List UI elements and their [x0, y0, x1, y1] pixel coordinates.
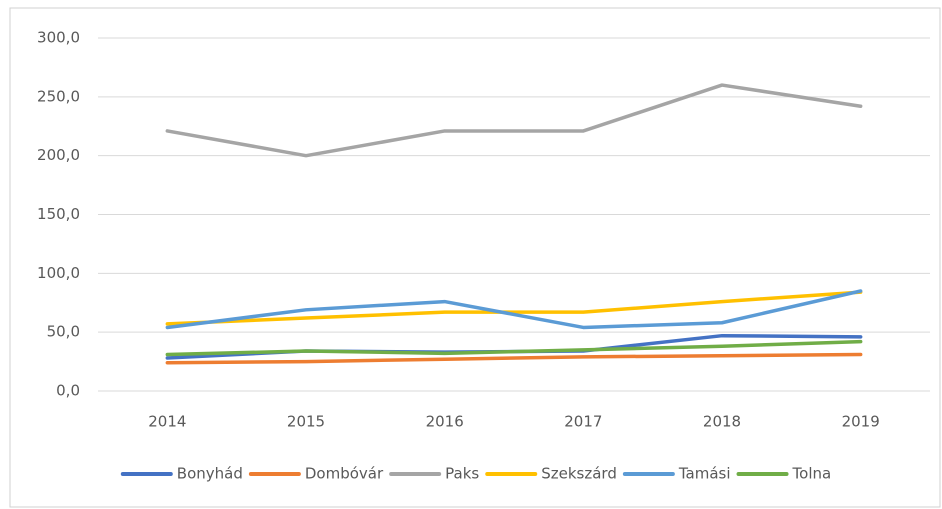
y-tick-label: 200,0 — [37, 146, 80, 164]
x-tick-label: 2018 — [703, 413, 741, 431]
y-tick-label: 50,0 — [47, 323, 80, 341]
x-tick-label: 2017 — [564, 413, 602, 431]
series-line — [165, 352, 863, 365]
y-tick-label: 300,0 — [37, 29, 80, 47]
series-line — [165, 289, 863, 330]
legend-label: Tamási — [678, 465, 731, 483]
chart-border — [9, 7, 941, 508]
legend-label: Bonyhád — [177, 465, 243, 483]
x-tick-label: 2015 — [287, 413, 325, 431]
y-tick-label: 0,0 — [56, 382, 80, 400]
series-line — [165, 339, 863, 357]
x-tick-label: 2014 — [148, 413, 186, 431]
series-line — [165, 290, 863, 326]
x-tick-label: 2019 — [842, 413, 880, 431]
series-line — [165, 83, 863, 158]
legend-label: Paks — [445, 465, 479, 483]
y-tick-label: 100,0 — [37, 264, 80, 282]
x-tick-label: 2016 — [426, 413, 464, 431]
y-tick-label: 250,0 — [37, 87, 80, 105]
legend-label: Szekszárd — [541, 465, 617, 483]
legend-label: Tolna — [792, 465, 832, 483]
legend-label: Dombóvár — [305, 465, 384, 483]
y-tick-label: 150,0 — [37, 205, 80, 223]
